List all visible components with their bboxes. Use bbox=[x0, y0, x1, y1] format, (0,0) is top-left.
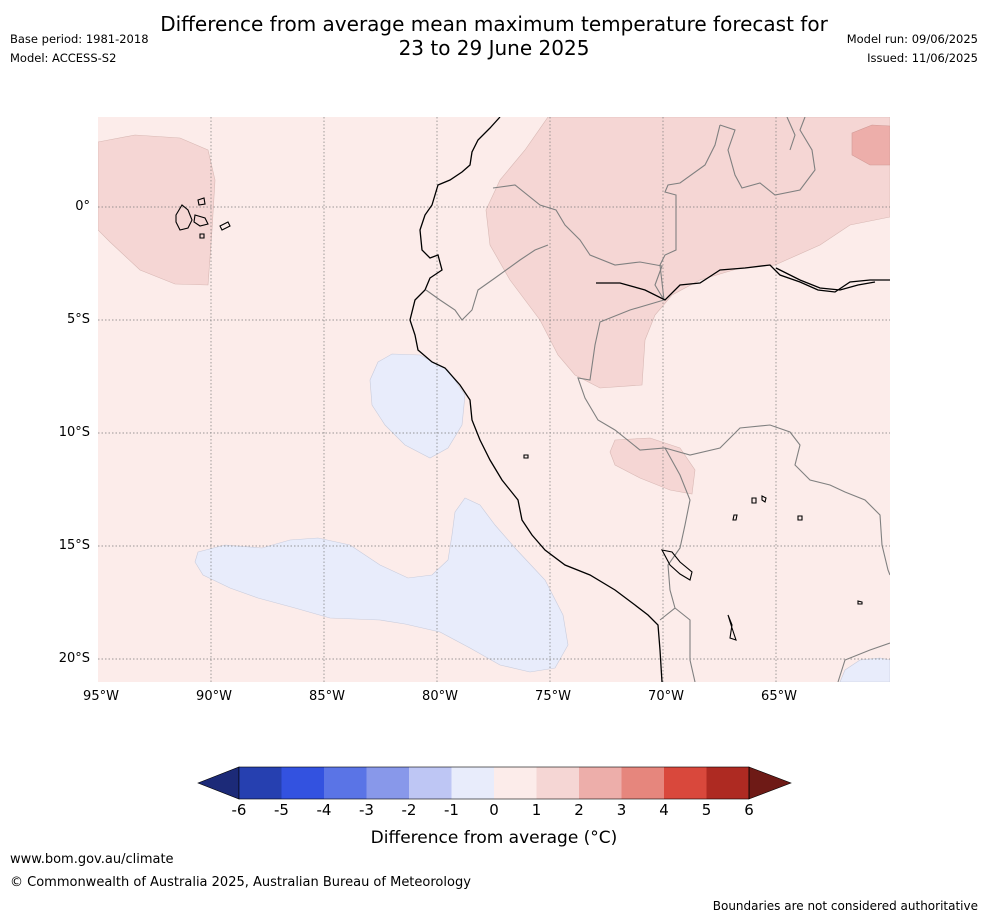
colorbar-swatch bbox=[324, 767, 367, 799]
lat-label-10s: 10°S bbox=[58, 425, 90, 440]
map-area bbox=[98, 117, 890, 682]
colorbar-extend-high bbox=[748, 766, 792, 800]
lon-label-95w: 95°W bbox=[83, 689, 119, 704]
colorbar-tick-label: -3 bbox=[359, 801, 374, 819]
colorbar-swatch bbox=[494, 767, 537, 799]
lon-label-65w: 65°W bbox=[761, 689, 797, 704]
colorbar-label: Difference from average (°C) bbox=[370, 828, 618, 848]
footer-url: www.bom.gov.au/climate bbox=[10, 852, 174, 867]
anomaly-region-galapagos bbox=[98, 134, 216, 286]
colorbar-tick-label: -6 bbox=[231, 801, 247, 819]
colorbar-swatch bbox=[239, 767, 282, 799]
meta-right: Model run: 09/06/2025 Issued: 11/06/2025 bbox=[847, 30, 978, 68]
colorbar-swatch bbox=[366, 767, 409, 799]
anomaly-region-southern-peru bbox=[609, 437, 696, 495]
colorbar-tick-label: 1 bbox=[531, 801, 542, 819]
footer-note: Boundaries are not considered authoritat… bbox=[712, 899, 978, 913]
colorbar-tick-label: 3 bbox=[616, 801, 627, 819]
lon-label-90w: 90°W bbox=[196, 689, 232, 704]
colorbar-frame bbox=[238, 766, 750, 800]
colorbar-swatch bbox=[536, 767, 579, 799]
anomaly-region-southeast-pacific bbox=[194, 497, 569, 673]
colorbar-tick-label: -5 bbox=[274, 801, 289, 819]
anomaly-region-offshore-peru bbox=[369, 353, 466, 459]
colorbar-extend-low bbox=[197, 766, 240, 800]
meta-left: Base period: 1981-2018 Model: ACCESS-S2 bbox=[10, 30, 149, 68]
colorbar bbox=[197, 766, 792, 800]
model-name: Model: ACCESS-S2 bbox=[10, 51, 117, 65]
lat-label-15s: 15°S bbox=[58, 538, 90, 553]
colorbar-tick-label: -4 bbox=[316, 801, 332, 819]
colorbar-tick-label: -2 bbox=[401, 801, 417, 819]
colorbar-swatch bbox=[281, 767, 324, 799]
title-line-2: 23 to 29 June 2025 bbox=[398, 36, 590, 60]
graticule bbox=[98, 117, 890, 682]
base-period: Base period: 1981-2018 bbox=[10, 32, 149, 46]
model-run: Model run: 09/06/2025 bbox=[846, 32, 978, 46]
lat-label-5s: 5°S bbox=[66, 312, 90, 327]
colorbar-swatch bbox=[451, 767, 494, 799]
lat-label-0: 0° bbox=[75, 199, 90, 214]
colorbar-tick-label: 4 bbox=[659, 801, 669, 819]
colorbar-tick-label: 2 bbox=[574, 801, 584, 819]
colorbar-swatch bbox=[664, 767, 707, 799]
coastline bbox=[409, 117, 890, 682]
title-line-1: Difference from average mean maximum tem… bbox=[160, 12, 828, 36]
colorbar-tick-label: -1 bbox=[444, 801, 459, 819]
anomaly-region-southeast-corner bbox=[839, 657, 890, 682]
country-borders bbox=[425, 117, 890, 682]
footer-copyright: © Commonwealth of Australia 2025, Austra… bbox=[10, 875, 471, 890]
colorbar-tick-label: 6 bbox=[744, 801, 754, 819]
lon-label-85w: 85°W bbox=[309, 689, 345, 704]
islands bbox=[175, 197, 863, 641]
map-title: Difference from average mean maximum tem… bbox=[0, 12, 988, 60]
lat-label-20s: 20°S bbox=[58, 651, 90, 666]
anomaly-region-north-amazon bbox=[485, 117, 890, 389]
colorbar-swatch bbox=[409, 767, 452, 799]
colorbar-swatch bbox=[621, 767, 664, 799]
colorbar-tick-label: 5 bbox=[701, 801, 712, 819]
issued-date: Issued: 11/06/2025 bbox=[867, 51, 978, 65]
colorbar-swatch bbox=[706, 767, 749, 799]
anomaly-region-far-northeast bbox=[851, 124, 890, 166]
lon-label-80w: 80°W bbox=[422, 689, 458, 704]
colorbar-tick-label: 0 bbox=[489, 801, 499, 819]
colorbar-swatch bbox=[579, 767, 622, 799]
lon-label-70w: 70°W bbox=[648, 689, 684, 704]
lon-label-75w: 75°W bbox=[535, 689, 571, 704]
